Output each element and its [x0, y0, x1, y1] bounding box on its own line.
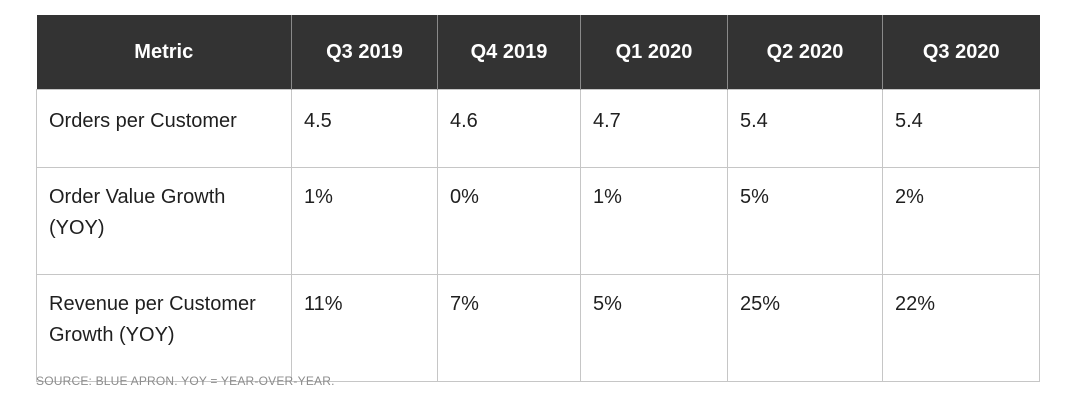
metric-cell: Revenue per Customer Growth (YOY): [36, 274, 292, 382]
table-row: Revenue per Customer Growth (YOY) 11% 7%…: [36, 274, 1040, 382]
value-cell: 4.7: [580, 89, 728, 168]
metric-cell: Order Value Growth (YOY): [36, 167, 292, 275]
metrics-table: Metric Q3 2019 Q4 2019 Q1 2020 Q2 2020 Q…: [36, 15, 1040, 382]
value-cell: 11%: [291, 274, 438, 382]
value-cell: 25%: [727, 274, 883, 382]
table-header: Metric Q3 2019 Q4 2019 Q1 2020 Q2 2020 Q…: [36, 15, 1040, 90]
value-cell: 2%: [882, 167, 1040, 275]
table-row: Orders per Customer 4.5 4.6 4.7 5.4 5.4: [36, 89, 1040, 168]
value-cell: 5%: [727, 167, 883, 275]
value-cell: 4.6: [437, 89, 581, 168]
metric-label: Orders per Customer: [49, 110, 237, 132]
value-cell: 5.4: [882, 89, 1040, 168]
metric-cell: Orders per Customer: [36, 89, 292, 168]
table-row: Order Value Growth (YOY) 1% 0% 1% 5% 2%: [36, 167, 1040, 275]
metric-label: (YOY): [49, 217, 105, 239]
value-cell: 4.5: [291, 89, 438, 168]
value-cell: 22%: [882, 274, 1040, 382]
value-cell: 5%: [580, 274, 728, 382]
value-cell: 7%: [437, 274, 581, 382]
metric-label: Revenue per Customer: [49, 293, 256, 315]
value-cell: 5.4: [727, 89, 883, 168]
header-q3-2020: Q3 2020: [882, 15, 1040, 90]
header-q1-2020: Q1 2020: [580, 15, 728, 90]
metric-label: Order Value Growth: [49, 186, 226, 208]
header-q4-2019: Q4 2019: [437, 15, 581, 90]
value-cell: 1%: [291, 167, 438, 275]
metric-label: Growth (YOY): [49, 324, 175, 346]
value-cell: 1%: [580, 167, 728, 275]
header-q2-2020: Q2 2020: [727, 15, 883, 90]
table-body: Orders per Customer 4.5 4.6 4.7 5.4 5.4 …: [36, 89, 1040, 382]
header-metric: Metric: [36, 15, 292, 90]
value-cell: 0%: [437, 167, 581, 275]
header-q3-2019: Q3 2019: [291, 15, 438, 90]
source-note: SOURCE: BLUE APRON. YOY = YEAR-OVER-YEAR…: [36, 374, 335, 388]
header-row: Metric Q3 2019 Q4 2019 Q1 2020 Q2 2020 Q…: [36, 15, 1040, 90]
